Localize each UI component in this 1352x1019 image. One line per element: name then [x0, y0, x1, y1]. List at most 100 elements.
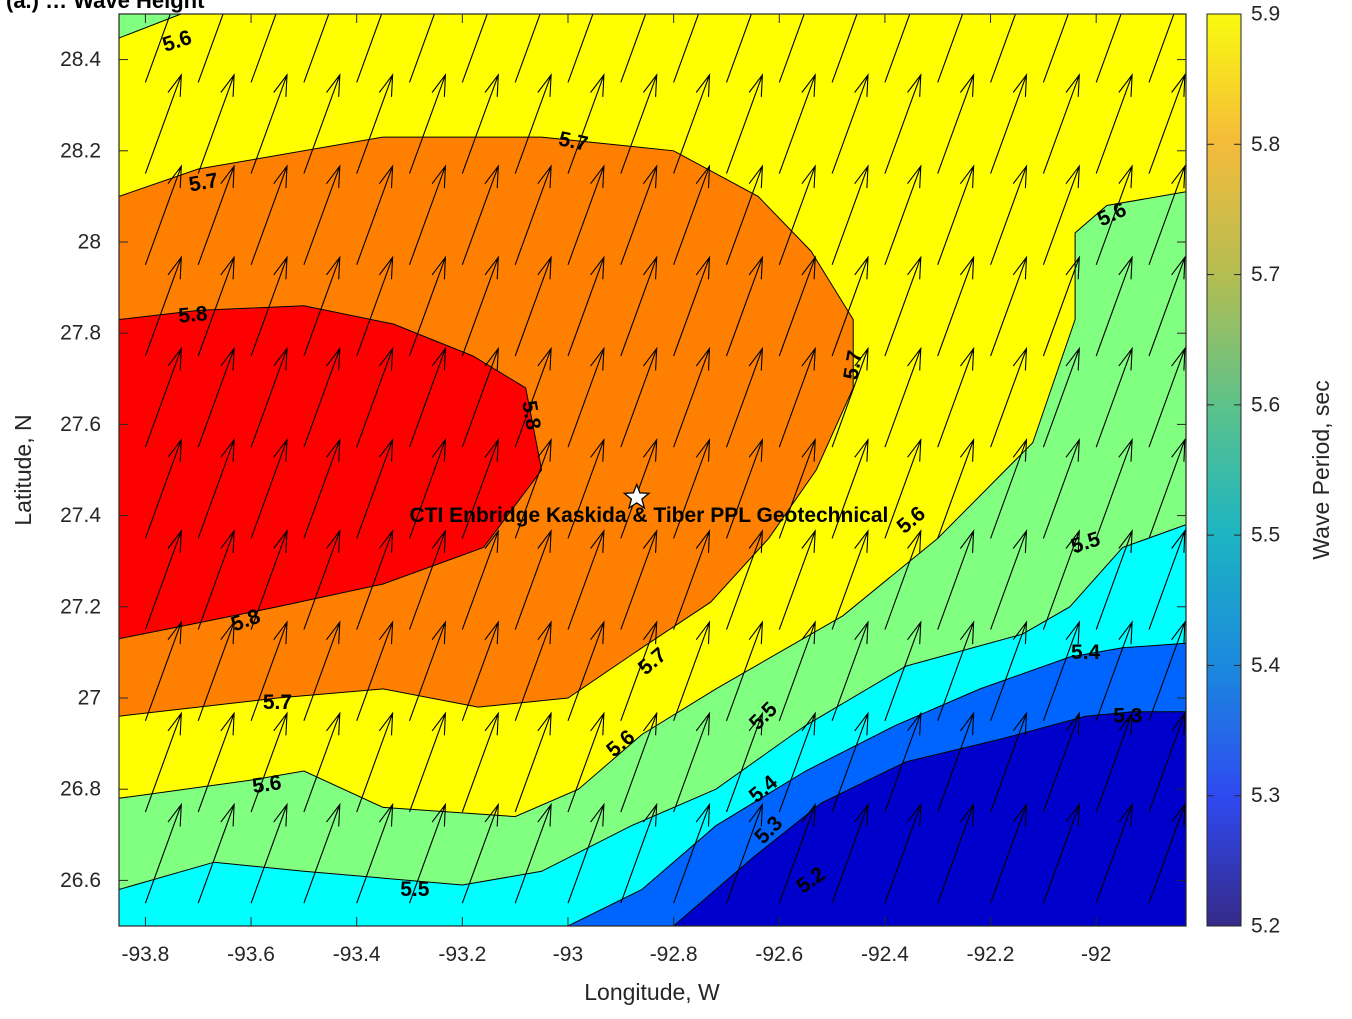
colorbar-tick-label: 5.3 — [1251, 784, 1280, 807]
wave-direction-arrow — [356, 437, 394, 539]
wave-direction-arrow — [673, 711, 711, 813]
wave-direction-arrow — [937, 711, 975, 813]
wave-direction-arrow — [778, 529, 816, 630]
wave-direction-arrow — [1095, 73, 1133, 174]
wave-direction-arrow — [303, 437, 341, 539]
wave-direction-arrow — [937, 255, 975, 357]
wave-direction-arrow — [1095, 437, 1133, 539]
x-tick-label: -92.2 — [967, 943, 1015, 966]
wave-direction-arrow — [725, 620, 764, 721]
wave-direction-arrow — [144, 437, 182, 539]
wave-direction-arrow — [937, 802, 975, 904]
wave-direction-arrow — [250, 620, 288, 721]
wave-direction-arrow — [303, 14, 330, 83]
wave-direction-arrow — [567, 73, 605, 174]
wave-direction-arrow — [778, 14, 805, 83]
wave-direction-arrow — [514, 14, 541, 83]
wave-direction-arrow — [990, 164, 1028, 265]
wave-direction-arrow — [567, 346, 605, 448]
colorbar-tick-label: 5.4 — [1251, 654, 1281, 677]
y-tick-label: 27.2 — [60, 595, 101, 618]
wave-direction-arrow — [514, 346, 552, 448]
wave-direction-arrow — [990, 437, 1028, 539]
wave-direction-arrow — [620, 14, 647, 83]
wave-direction-arrow — [725, 346, 764, 448]
wave-direction-arrow — [673, 14, 700, 83]
wave-direction-arrow — [725, 437, 764, 539]
y-tick-label: 27.8 — [60, 322, 101, 345]
wave-direction-arrow — [884, 437, 922, 539]
wave-direction-arrow — [778, 164, 816, 265]
wave-direction-arrow — [990, 802, 1028, 904]
x-tick-label: -93.2 — [438, 943, 486, 966]
wave-direction-arrow — [250, 711, 288, 813]
wave-direction-arrow — [831, 620, 869, 721]
wave-direction-arrow — [197, 164, 235, 265]
wave-direction-arrow — [197, 73, 235, 174]
wave-direction-arrow — [250, 346, 288, 448]
wave-direction-arrow — [778, 620, 816, 721]
wave-direction-arrow — [461, 620, 499, 721]
wave-direction-arrow — [831, 346, 869, 448]
wave-direction-arrow — [884, 711, 922, 813]
wave-direction-arrow — [1148, 164, 1186, 265]
wave-direction-arrow — [303, 164, 341, 265]
wave-direction-arrow — [725, 164, 764, 265]
wave-direction-arrow — [937, 346, 975, 448]
top-left-region-5.5 — [119, 14, 182, 39]
wave-direction-arrow — [831, 164, 869, 265]
wave-direction-arrow — [567, 14, 594, 83]
wave-direction-arrow — [461, 802, 499, 904]
wave-direction-arrow — [884, 620, 922, 721]
y-axis-label: Latitude, N — [10, 414, 36, 525]
wave-direction-arrow — [356, 346, 394, 448]
wave-direction-arrow — [144, 255, 182, 357]
wave-direction-arrow — [144, 802, 182, 904]
wave-direction-arrow — [620, 620, 658, 721]
wave-direction-arrow — [620, 529, 658, 630]
x-tick-label: -93.8 — [121, 943, 169, 966]
wave-direction-arrow — [673, 73, 711, 174]
wave-direction-arrow — [1148, 73, 1186, 174]
wave-direction-arrow — [778, 802, 816, 904]
contour-label: 5.4 — [1071, 641, 1101, 664]
colorbar-tick-label: 5.6 — [1251, 393, 1280, 416]
wave-direction-arrow — [831, 255, 869, 357]
wave-direction-arrow — [1042, 620, 1080, 721]
wave-direction-arrow — [1095, 346, 1133, 448]
wave-direction-arrow — [1095, 620, 1133, 721]
wave-direction-arrow — [408, 802, 447, 904]
wave-direction-arrow — [620, 346, 658, 448]
x-tick-label: -92 — [1081, 943, 1111, 966]
contour-label: 5.7 — [187, 169, 220, 197]
x-tick-label: -92.6 — [755, 943, 803, 966]
y-tick-label: 27.6 — [60, 413, 101, 436]
wave-direction-arrow — [461, 164, 499, 265]
contour-label: 5.6 — [251, 771, 283, 798]
wave-direction-arrow — [778, 255, 816, 357]
wave-direction-arrow — [1042, 255, 1080, 357]
wave-direction-arrow — [725, 802, 764, 904]
y-tick-label: 28.4 — [60, 48, 101, 71]
wave-direction-arrow — [303, 73, 341, 174]
wave-direction-arrow — [567, 711, 605, 813]
wave-direction-arrow — [250, 14, 277, 83]
colorbar-tick-label: 5.9 — [1251, 3, 1280, 26]
x-tick-label: -92.4 — [861, 943, 909, 966]
wave-direction-arrow — [884, 73, 922, 174]
wave-direction-arrow — [303, 255, 341, 357]
wave-direction-arrow — [673, 255, 711, 357]
wave-direction-arrow — [250, 437, 288, 539]
wave-direction-arrow — [408, 73, 447, 174]
wave-direction-arrow — [1148, 437, 1186, 539]
y-tick-label: 28.2 — [60, 139, 101, 162]
wave-direction-arrow — [1042, 73, 1080, 174]
wave-direction-arrow — [884, 346, 922, 448]
wave-direction-arrow — [673, 620, 711, 721]
wave-direction-arrow — [673, 346, 711, 448]
wave-direction-arrow — [567, 802, 605, 904]
y-tick-label: 26.6 — [60, 869, 101, 892]
colorbar-label: Wave Period, sec — [1308, 380, 1334, 559]
colorbar: 5.2 5.3 5.4 5.5 5.6 5.7 5.8 5.9 Wave Period, se… — [1206, 3, 1334, 938]
